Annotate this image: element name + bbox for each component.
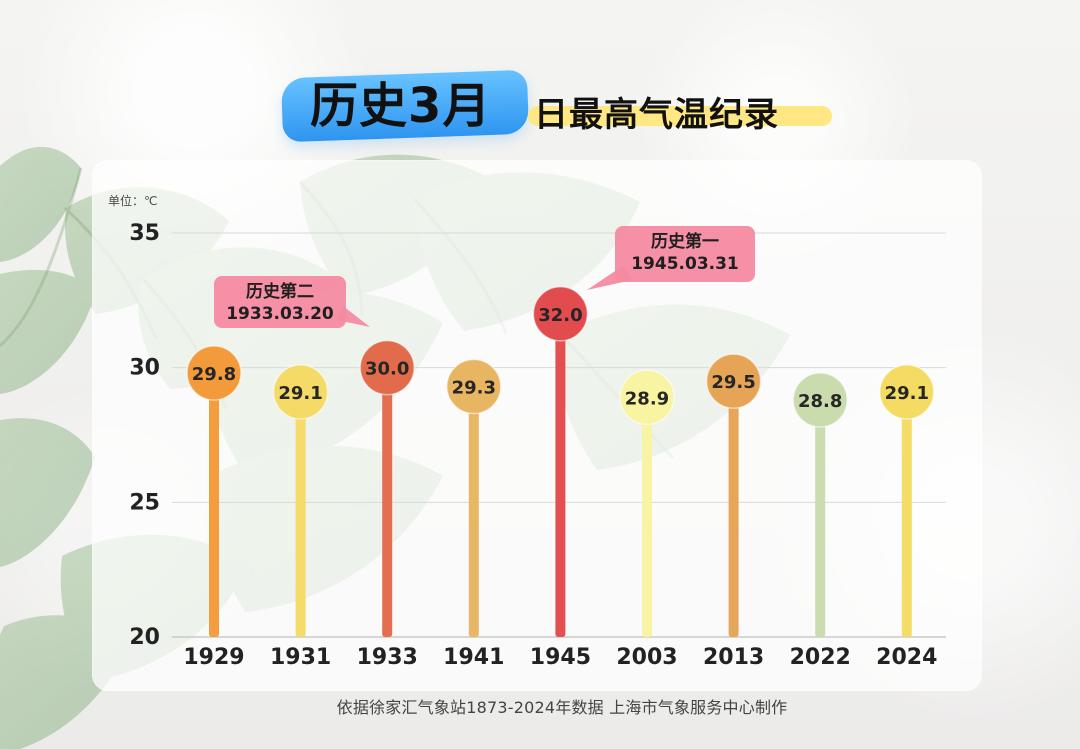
bar-stem: [901, 391, 912, 637]
callout-line2: 1933.03.20: [226, 304, 334, 324]
bar-head: [272, 364, 329, 420]
bar-head: [446, 358, 502, 415]
x-tick-label: 2003: [616, 645, 677, 670]
x-tick-label: 1945: [530, 645, 591, 670]
x-tick-label: 2013: [703, 645, 764, 670]
bar-head: [879, 364, 935, 420]
bar-head: [186, 345, 242, 401]
bar-head: [792, 372, 848, 428]
bar-head: [532, 286, 589, 342]
page-title-group: 历史3月 日最高气温纪录: [280, 69, 842, 148]
page-title-main: 历史3月: [310, 78, 492, 134]
data-label: 29.8: [192, 364, 236, 385]
bar-stem: [382, 367, 393, 637]
footer-note: 依据徐家汇气象站1873-2024年数据 上海市气象服务中心制作: [336, 698, 788, 717]
bar-stem: [642, 397, 652, 637]
callout-line2: 1945.03.31: [631, 254, 739, 274]
y-tick-label: 20: [129, 625, 160, 650]
axis-layer: 20 25 30 35 1929 1931 1933 1941 1945 2003 2013 2022…: [129, 221, 937, 670]
chart-panel: [92, 160, 982, 691]
bar-head: [705, 353, 762, 409]
page-title-sub: 日最高气温纪录: [534, 95, 779, 135]
bar-stem: [815, 399, 826, 637]
y-tick-label: 35: [129, 221, 160, 246]
data-label: 29.3: [452, 378, 496, 399]
y-tick-label: 25: [129, 490, 160, 515]
data-label: 28.9: [625, 388, 669, 409]
callout-line1: 历史第一: [651, 231, 719, 252]
callout-line1: 历史第二: [246, 281, 314, 302]
bar-stem: [728, 381, 739, 637]
x-tick-label: 2022: [790, 645, 851, 670]
bar-stem: [468, 386, 479, 637]
x-tick-label: 1929: [183, 645, 244, 670]
x-tick-label: 1933: [357, 645, 418, 670]
data-label: 29.1: [885, 383, 929, 404]
x-tick-label: 1941: [443, 645, 504, 670]
title-highlight-yellow: [528, 106, 832, 126]
bar-stem: [209, 373, 219, 637]
bar-stem: [295, 391, 306, 637]
data-label: 30.0: [365, 359, 409, 380]
unit-label: 单位：℃: [108, 194, 158, 208]
bar-head: [619, 369, 675, 426]
bar-stem: [555, 313, 566, 637]
data-label: 32.0: [538, 305, 582, 326]
y-tick-label: 30: [129, 356, 160, 381]
data-label: 29.1: [278, 383, 322, 404]
data-label: 28.8: [798, 391, 842, 412]
x-tick-label: 2024: [876, 645, 937, 670]
callout-box: [214, 276, 346, 328]
x-tick-label: 1931: [270, 645, 331, 670]
bars-layer: 29.8 29.1 30.0 29.3 32.0 28.9 29.5 28.8 29.1: [186, 286, 935, 637]
data-label: 29.5: [711, 372, 755, 393]
bar-head: [359, 339, 415, 396]
callout-box: [615, 226, 755, 282]
